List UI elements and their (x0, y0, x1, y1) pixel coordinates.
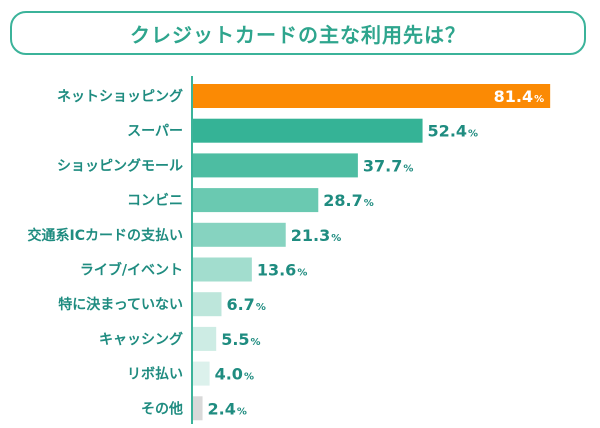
chart-title: クレジットカードの主な利用先は？ (130, 22, 466, 47)
value-label: 5.5% (221, 330, 260, 349)
bar (192, 222, 286, 247)
bar (192, 153, 358, 178)
category-label: ネットショッピング (57, 88, 183, 105)
value-label: 6.7% (226, 295, 265, 314)
bar (192, 84, 551, 108)
bar (192, 188, 319, 213)
bar (192, 257, 252, 282)
value-label: 4.0% (215, 365, 254, 384)
bar (192, 118, 423, 143)
category-label: リボ払い (127, 366, 183, 383)
value-label: 37.7% (363, 156, 414, 175)
category-label: キャッシング (99, 331, 183, 348)
value-label: 28.7% (323, 191, 374, 210)
category-label: その他 (141, 400, 183, 417)
chart-title-box: クレジットカードの主な利用先は？ (10, 11, 586, 55)
category-label: 交通系ICカードの支払い (28, 227, 183, 244)
bar (192, 326, 217, 351)
value-label: 2.4% (208, 399, 247, 418)
category-label: スーパー (127, 124, 183, 140)
category-label: ライブ/イベント (80, 262, 183, 279)
value-label: 52.4% (428, 122, 479, 141)
bar (192, 396, 203, 421)
value-label: 81.4% (494, 87, 545, 106)
bar (192, 361, 210, 386)
value-label: 13.6% (257, 261, 308, 280)
category-label: 特に決まっていない (58, 296, 183, 313)
value-label: 21.3% (291, 226, 342, 245)
bar (192, 292, 222, 317)
category-label: コンビニ (127, 193, 183, 209)
category-label: ショッピングモール (57, 157, 183, 174)
